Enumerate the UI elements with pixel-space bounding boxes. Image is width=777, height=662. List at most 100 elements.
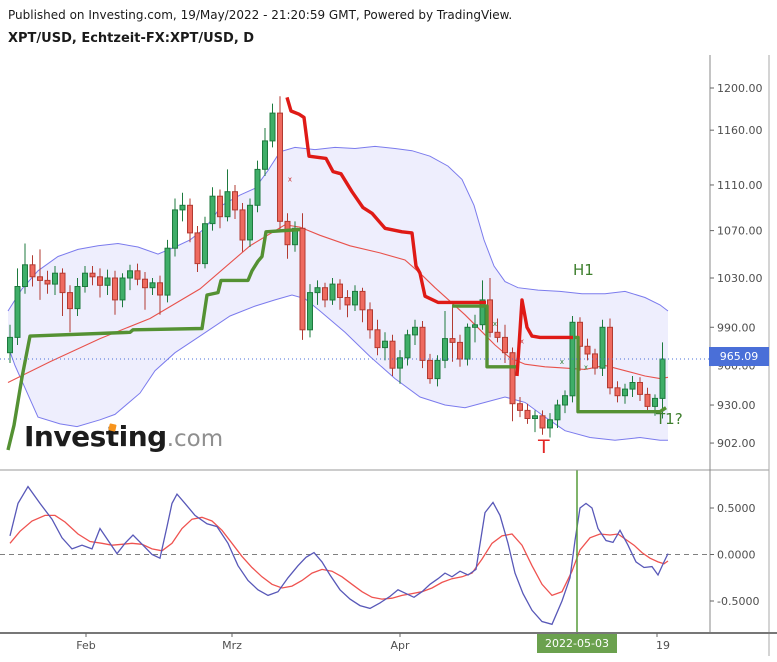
price-tick-label: 1070.00 bbox=[717, 225, 763, 238]
candle bbox=[389, 340, 396, 369]
oscillator-tick-label: 0.0000 bbox=[717, 549, 756, 562]
candle bbox=[464, 326, 471, 360]
oscillator-tick-label: -0.5000 bbox=[717, 595, 759, 608]
candle bbox=[172, 209, 178, 249]
candle bbox=[67, 292, 73, 310]
price-tick-label: 990.00 bbox=[717, 321, 756, 334]
price-tick-label: 1200.00 bbox=[717, 82, 763, 95]
candle bbox=[157, 282, 163, 296]
time-tick-label: Apr bbox=[390, 639, 410, 652]
annotation-t: T bbox=[538, 436, 550, 458]
candle bbox=[457, 341, 463, 360]
candle bbox=[374, 329, 381, 349]
investing-logo: Investing.com bbox=[24, 420, 223, 458]
candle bbox=[44, 279, 51, 285]
candle bbox=[584, 345, 591, 355]
candle bbox=[479, 299, 486, 326]
candle bbox=[247, 204, 253, 241]
candle bbox=[367, 309, 373, 331]
candle bbox=[509, 352, 516, 405]
candle bbox=[472, 324, 478, 328]
candle bbox=[637, 382, 643, 395]
candle bbox=[307, 292, 313, 331]
candle bbox=[449, 338, 456, 343]
candle bbox=[22, 264, 28, 287]
candle bbox=[659, 358, 666, 399]
price-tick-label: 930.00 bbox=[717, 399, 756, 412]
price-axis-labels: 1200.00 1160.00 1110.00 1070.00 1030.00 990.0… bbox=[710, 82, 763, 450]
candle bbox=[82, 272, 88, 288]
signal-marker: x bbox=[584, 363, 588, 371]
candle bbox=[119, 277, 126, 301]
published-header: Published on Investing.com, 19/May/2022 … bbox=[8, 8, 513, 22]
candle bbox=[262, 140, 268, 170]
candle bbox=[299, 227, 306, 331]
candle bbox=[269, 112, 276, 142]
signal-marker: x bbox=[560, 358, 564, 366]
time-tick-label: Mrz bbox=[222, 639, 242, 652]
candle bbox=[142, 278, 148, 289]
candle bbox=[607, 326, 613, 389]
candle bbox=[89, 272, 96, 278]
candle bbox=[599, 326, 606, 369]
candle bbox=[577, 321, 583, 347]
candle bbox=[284, 220, 291, 246]
candle bbox=[592, 353, 598, 369]
trend-line-red bbox=[285, 96, 573, 377]
oscillator-slow-line bbox=[9, 514, 669, 600]
oscillator-panel bbox=[0, 470, 710, 633]
candle bbox=[419, 326, 426, 361]
candle bbox=[329, 283, 336, 301]
candle bbox=[382, 340, 388, 349]
logo-suffix-text: .com bbox=[166, 426, 224, 452]
candle bbox=[179, 204, 186, 211]
candle bbox=[164, 247, 171, 296]
candle bbox=[14, 286, 21, 338]
candle bbox=[562, 395, 568, 406]
symbol-title: XPT/USD, Echtzeit-FX:XPT/USD, D bbox=[8, 31, 255, 46]
candle bbox=[652, 397, 658, 407]
oscillator-axis-labels: 0.5000 0.0000 -0.5000 bbox=[710, 502, 759, 608]
annotation-t1: T1? bbox=[656, 410, 683, 428]
signal-marker: x bbox=[520, 338, 524, 346]
candle bbox=[434, 359, 441, 380]
candle bbox=[224, 191, 231, 218]
price-tick-label: 1160.00 bbox=[717, 124, 763, 137]
candle bbox=[29, 264, 36, 278]
price-tick-label: 1110.00 bbox=[717, 179, 763, 192]
candle bbox=[239, 209, 246, 241]
candle bbox=[442, 338, 448, 361]
candle bbox=[37, 276, 43, 281]
time-axis-labels: Feb Mrz Apr 19 bbox=[76, 633, 670, 652]
time-tick-label: 19 bbox=[656, 639, 670, 652]
candle bbox=[202, 223, 208, 265]
candle bbox=[232, 191, 238, 211]
candle bbox=[194, 232, 201, 265]
candle bbox=[209, 195, 216, 225]
candle bbox=[502, 336, 508, 354]
candle bbox=[59, 272, 66, 294]
candle bbox=[97, 276, 103, 286]
candle bbox=[134, 270, 141, 280]
oscillator-fast-line bbox=[9, 485, 669, 626]
logo-text: Investing bbox=[24, 420, 167, 453]
candle bbox=[524, 409, 531, 419]
candle bbox=[112, 277, 118, 301]
candle bbox=[404, 334, 411, 359]
candle bbox=[397, 357, 403, 369]
candle bbox=[532, 415, 538, 419]
candle bbox=[104, 277, 111, 286]
candle bbox=[547, 419, 553, 429]
candle bbox=[337, 283, 343, 299]
candle bbox=[352, 290, 358, 306]
candle bbox=[187, 204, 193, 234]
price-tick-label: 902.00 bbox=[717, 437, 756, 450]
candle bbox=[52, 272, 58, 285]
trend-line-green bbox=[6, 227, 667, 451]
oscillator-tick-label: 0.5000 bbox=[717, 502, 756, 515]
candle bbox=[322, 287, 328, 301]
candle bbox=[412, 326, 418, 336]
logo-orange-dot-icon bbox=[108, 423, 117, 432]
